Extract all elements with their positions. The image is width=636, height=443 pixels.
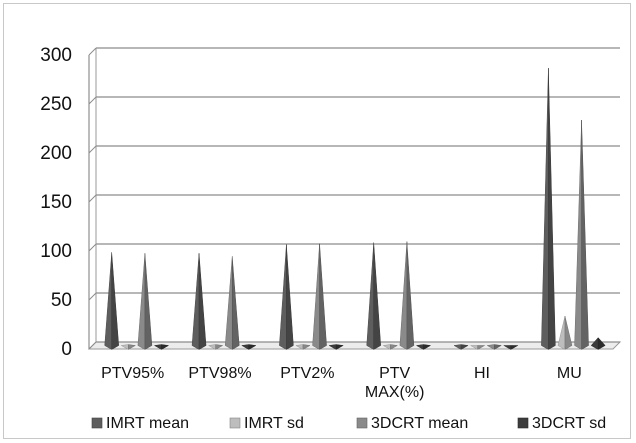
legend-label: IMRT mean <box>106 415 189 432</box>
bar-3dcrt-mean <box>224 256 233 350</box>
gridline-side <box>88 96 97 105</box>
bar-imrt-mean <box>541 68 549 350</box>
gridline-side <box>88 194 97 203</box>
bar-3dcrt-mean <box>137 253 146 350</box>
legend-label: 3DCRT sd <box>532 415 606 432</box>
bar-face-imrt-sd <box>564 316 573 350</box>
bar-face-3dcrt-mean <box>406 241 415 350</box>
legend-swatch <box>356 417 368 429</box>
x-tick-label: PTV <box>379 365 410 382</box>
bar-face-imrt-mean <box>198 253 207 350</box>
legend-label: IMRT sd <box>244 415 304 432</box>
gridline-side <box>88 243 97 252</box>
bar-face-3dcrt-mean <box>319 243 327 350</box>
chart-frame <box>3 3 631 439</box>
bar-face-3dcrt-mean <box>493 344 502 350</box>
x-tick-label: PTV98% <box>188 365 251 382</box>
bar-face-imrt-sd <box>128 344 137 350</box>
bar-face-3dcrt-sd <box>161 344 170 350</box>
bar-face-3dcrt-mean <box>144 253 153 350</box>
x-tick-label: PTV95% <box>101 365 164 382</box>
bar-3dcrt-mean <box>574 120 582 350</box>
bar-imrt-mean <box>191 253 200 350</box>
bar-face-imrt-sd <box>215 344 224 350</box>
bar-face-3dcrt-mean <box>581 120 589 350</box>
bar-face-imrt-sd <box>477 345 486 350</box>
y-tick-label: 150 <box>40 192 72 213</box>
y-tick-label: 250 <box>40 94 72 115</box>
bar-face-3dcrt-sd <box>423 344 432 350</box>
bar-imrt-mean <box>104 252 112 350</box>
bar-3dcrt-mean <box>312 243 320 350</box>
bar-imrt-sd <box>557 316 566 350</box>
bar-face-imrt-sd <box>390 344 399 350</box>
bar-face-3dcrt-sd <box>597 337 606 350</box>
legend-swatch <box>91 417 103 429</box>
x-tick-label: MAX(%) <box>365 384 425 401</box>
y-tick-label: 0 <box>61 339 72 360</box>
gridline-side <box>88 292 97 301</box>
bar-face-imrt-mean <box>460 344 469 350</box>
bar-face-imrt-mean <box>111 252 119 350</box>
bar-face-3dcrt-sd <box>510 345 519 350</box>
bar-imrt-mean <box>366 242 374 350</box>
bar-imrt-mean <box>279 244 287 350</box>
bar-3dcrt-mean <box>399 241 408 350</box>
y-tick-label: 100 <box>40 241 72 262</box>
bar-face-3dcrt-sd <box>248 344 257 350</box>
legend-swatch <box>229 417 241 429</box>
bar-face-imrt-mean <box>373 242 381 350</box>
bars-layer <box>104 68 606 350</box>
grid-layer <box>87 47 622 350</box>
legend-label: 3DCRT mean <box>371 415 468 432</box>
y-tick-label: 200 <box>40 143 72 164</box>
legend-swatch <box>517 417 529 429</box>
bar-face-imrt-sd <box>302 344 311 350</box>
legend: IMRT mean IMRT sd 3DCRT mean 3DCRT sd <box>91 415 606 432</box>
gridline-side <box>88 145 97 154</box>
x-tick-label: MU <box>557 365 582 382</box>
labels-layer: 0 50 100 150 200 250 300 PTV95% PTV98% PTV2% PTV MA… <box>40 45 581 401</box>
bar-face-imrt-mean <box>286 244 294 350</box>
bar-face-imrt-mean <box>548 68 556 350</box>
x-tick-label: HI <box>474 365 490 382</box>
gridline-side <box>88 341 97 350</box>
gridline-side <box>88 47 97 56</box>
x-tick-label: PTV2% <box>280 365 334 382</box>
bar-face-3dcrt-mean <box>231 256 240 350</box>
y-tick-label: 50 <box>51 290 72 311</box>
y-tick-label: 300 <box>40 45 72 66</box>
bar-face-3dcrt-sd <box>335 344 344 350</box>
